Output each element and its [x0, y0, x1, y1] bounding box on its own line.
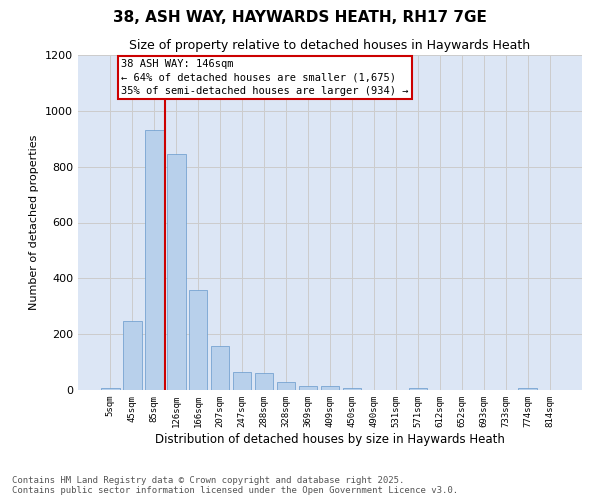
- Title: Size of property relative to detached houses in Haywards Heath: Size of property relative to detached ho…: [130, 40, 530, 52]
- Bar: [233, 372, 251, 390]
- Bar: [409, 388, 427, 390]
- Bar: [277, 382, 295, 390]
- Text: 38, ASH WAY, HAYWARDS HEATH, RH17 7GE: 38, ASH WAY, HAYWARDS HEATH, RH17 7GE: [113, 10, 487, 25]
- Bar: [145, 130, 164, 390]
- Y-axis label: Number of detached properties: Number of detached properties: [29, 135, 40, 310]
- Bar: [255, 373, 274, 390]
- Bar: [189, 290, 208, 390]
- Bar: [211, 346, 229, 390]
- Text: 38 ASH WAY: 146sqm
← 64% of detached houses are smaller (1,675)
35% of semi-deta: 38 ASH WAY: 146sqm ← 64% of detached hou…: [121, 59, 409, 96]
- Bar: [101, 388, 119, 390]
- Bar: [167, 154, 185, 390]
- Bar: [299, 386, 317, 390]
- X-axis label: Distribution of detached houses by size in Haywards Heath: Distribution of detached houses by size …: [155, 432, 505, 446]
- Bar: [518, 388, 537, 390]
- Bar: [320, 386, 340, 390]
- Bar: [123, 321, 142, 390]
- Text: Contains HM Land Registry data © Crown copyright and database right 2025.
Contai: Contains HM Land Registry data © Crown c…: [12, 476, 458, 495]
- Bar: [343, 388, 361, 390]
